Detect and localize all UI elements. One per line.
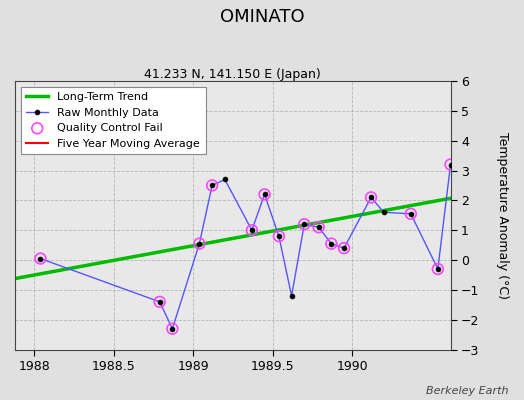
Raw Monthly Data [315, 225, 322, 230]
Quality Control Fail [195, 240, 204, 247]
Raw Monthly Data [37, 256, 43, 261]
Quality Control Fail [168, 326, 177, 332]
Line: Raw Monthly Data: Raw Monthly Data [38, 162, 453, 331]
Raw Monthly Data [261, 192, 268, 197]
Quality Control Fail [367, 194, 375, 200]
Raw Monthly Data [368, 195, 374, 200]
Quality Control Fail [248, 227, 256, 234]
Title: 41.233 N, 141.150 E (Japan): 41.233 N, 141.150 E (Japan) [145, 68, 321, 81]
Quality Control Fail [314, 224, 323, 230]
Quality Control Fail [340, 245, 348, 251]
Quality Control Fail [260, 191, 269, 198]
Raw Monthly Data [249, 228, 255, 233]
Raw Monthly Data [380, 210, 387, 215]
Raw Monthly Data [408, 211, 414, 216]
Quality Control Fail [434, 266, 442, 272]
Text: OMINATO: OMINATO [220, 8, 304, 26]
Raw Monthly Data [328, 241, 334, 246]
Quality Control Fail [156, 299, 164, 305]
Quality Control Fail [36, 255, 45, 262]
Raw Monthly Data [157, 300, 163, 304]
Text: Berkeley Earth: Berkeley Earth [426, 386, 508, 396]
Raw Monthly Data [169, 326, 176, 331]
Quality Control Fail [300, 221, 309, 228]
Raw Monthly Data [447, 162, 454, 167]
Y-axis label: Temperature Anomaly (°C): Temperature Anomaly (°C) [496, 132, 509, 299]
Quality Control Fail [407, 210, 415, 217]
Quality Control Fail [446, 161, 455, 168]
Raw Monthly Data [288, 294, 294, 298]
Quality Control Fail [327, 240, 335, 247]
Raw Monthly Data [196, 241, 203, 246]
Quality Control Fail [208, 182, 216, 189]
Quality Control Fail [275, 233, 283, 239]
Raw Monthly Data [301, 222, 308, 227]
Raw Monthly Data [276, 234, 282, 238]
Legend: Long-Term Trend, Raw Monthly Data, Quality Control Fail, Five Year Moving Averag: Long-Term Trend, Raw Monthly Data, Quali… [20, 86, 205, 154]
Raw Monthly Data [222, 177, 228, 182]
Raw Monthly Data [209, 183, 215, 188]
Raw Monthly Data [435, 267, 441, 272]
Raw Monthly Data [341, 246, 347, 250]
